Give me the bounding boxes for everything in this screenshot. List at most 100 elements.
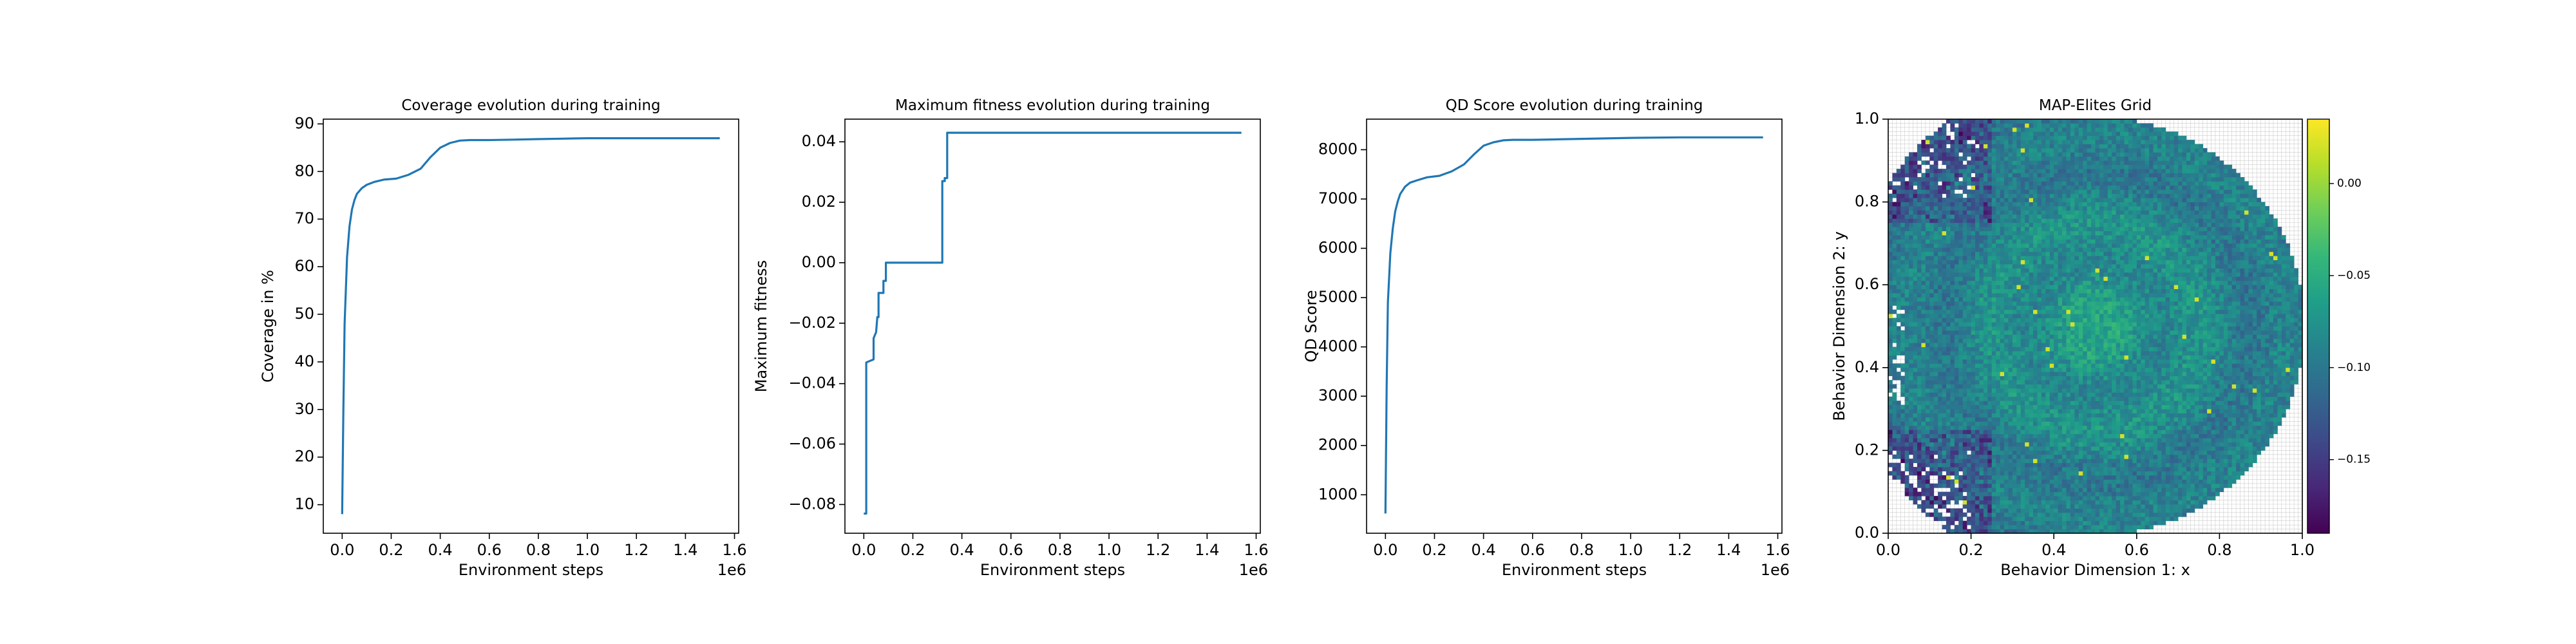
- heatmap-cell: [2269, 417, 2274, 422]
- heatmap-cell: [2020, 520, 2025, 526]
- heatmap-cell: [1904, 401, 1909, 406]
- heatmap-cell: [2190, 491, 2195, 497]
- heatmap-cell: [2000, 413, 2005, 418]
- heatmap-cell: [2062, 450, 2067, 455]
- heatmap-cell: [1967, 438, 1971, 442]
- heatmap-cell: [2016, 488, 2022, 493]
- heatmap-cell: [2215, 417, 2220, 422]
- heatmap-cell: [1979, 529, 1984, 534]
- heatmap-cell: [2199, 355, 2204, 360]
- heatmap-cell: [2165, 334, 2170, 339]
- heatmap-cell: [2174, 401, 2179, 406]
- heatmap-cell: [2265, 396, 2269, 401]
- heatmap-cell: [1917, 388, 1922, 393]
- heatmap-cell: [1921, 430, 1926, 435]
- heatmap-cell: [1900, 330, 1906, 335]
- heatmap-cell: [1917, 359, 1922, 364]
- heatmap-cell: [2281, 380, 2286, 384]
- heatmap-cell: [2000, 417, 2005, 422]
- heatmap-cell: [2070, 355, 2075, 360]
- heatmap-cell: [1888, 396, 1893, 401]
- heatmap-cell: [2128, 417, 2133, 422]
- heatmap-cell: [1921, 508, 1926, 513]
- heatmap-cell: [1975, 409, 1980, 413]
- heatmap-cell: [2008, 471, 2013, 476]
- heatmap-cell: [1904, 433, 1909, 439]
- heatmap-cell: [1967, 417, 1971, 422]
- heatmap-cell: [1946, 479, 1951, 484]
- heatmap-cell: [1954, 334, 1959, 339]
- heatmap-cell: [2124, 375, 2129, 381]
- heatmap-cell: [2145, 317, 2150, 323]
- heatmap-cell: [2257, 438, 2262, 442]
- heatmap-cell: [1971, 454, 1976, 459]
- heatmap-cell: [1962, 413, 1967, 418]
- heatmap-cell: [2174, 491, 2179, 497]
- heatmap-cell: [2037, 351, 2042, 355]
- heatmap-cell: [2174, 433, 2179, 439]
- heatmap-cell: [2099, 471, 2104, 476]
- heatmap-cell: [2000, 375, 2005, 381]
- heatmap-cell: [2161, 404, 2166, 410]
- heatmap-cell: [2045, 483, 2050, 488]
- heatmap-cell: [2136, 496, 2141, 500]
- heatmap-cell: [2045, 413, 2050, 418]
- heatmap-cell: [2132, 529, 2137, 534]
- heatmap-cell: [1925, 442, 1930, 447]
- heatmap-cell: [2132, 392, 2137, 397]
- x-tick-label: 0.6: [477, 541, 502, 559]
- heatmap-cell: [2058, 433, 2063, 439]
- heatmap-cell: [2236, 396, 2240, 401]
- heatmap-cell: [2277, 355, 2282, 360]
- heatmap-cell: [2066, 314, 2071, 319]
- heatmap-cell: [2145, 425, 2150, 430]
- heatmap-cell: [1967, 433, 1971, 439]
- heatmap-cell: [2128, 529, 2133, 534]
- heatmap-cell: [2178, 462, 2183, 468]
- heatmap-cell: [2269, 433, 2274, 439]
- heatmap-cell: [2070, 512, 2075, 517]
- heatmap-cell: [2240, 388, 2245, 393]
- heatmap-cell: [2000, 483, 2005, 488]
- heatmap-cell: [2228, 421, 2233, 426]
- heatmap-cell: [2029, 392, 2034, 397]
- heatmap-cell: [2194, 479, 2199, 484]
- heatmap-cell: [2070, 322, 2075, 327]
- heatmap-cell: [2107, 384, 2112, 389]
- heatmap-cell: [2199, 351, 2204, 355]
- heatmap-cell: [1925, 346, 1930, 352]
- heatmap-cell: [2008, 351, 2013, 355]
- heatmap-cell: [2124, 471, 2129, 476]
- heatmap-cell: [2219, 317, 2224, 323]
- heatmap-cell: [2120, 433, 2125, 439]
- heatmap-cell: [2269, 334, 2274, 339]
- heatmap-cell: [2095, 351, 2100, 355]
- heatmap-cell: [2174, 516, 2179, 522]
- heatmap-cell: [2165, 355, 2170, 360]
- heatmap-cell: [2103, 483, 2108, 488]
- heatmap-cell: [2174, 438, 2179, 442]
- heatmap-cell: [2008, 372, 2013, 377]
- heatmap-cell: [2045, 401, 2050, 406]
- heatmap-cell: [2025, 459, 2030, 464]
- heatmap-cell: [1958, 467, 1964, 471]
- heatmap-cell: [2165, 384, 2170, 389]
- heatmap-cell: [2095, 317, 2100, 323]
- heatmap-cell: [2095, 433, 2100, 439]
- heatmap-cell: [2277, 305, 2282, 310]
- heatmap-cell: [1954, 372, 1959, 377]
- heatmap-cell: [2248, 454, 2253, 459]
- heatmap-cell: [2149, 430, 2154, 435]
- heatmap-cell: [2190, 401, 2195, 406]
- heatmap-cell: [2095, 367, 2100, 372]
- heatmap-cell: [1942, 388, 1947, 393]
- heatmap-cell: [2277, 372, 2282, 377]
- heatmap-cell: [2004, 425, 2009, 430]
- heatmap-cell: [1904, 450, 1909, 455]
- heatmap-cell: [2029, 301, 2034, 306]
- heatmap-cell: [2153, 351, 2158, 355]
- heatmap-cell: [2257, 417, 2262, 422]
- heatmap-cell: [2260, 446, 2266, 451]
- heatmap-cell: [1979, 384, 1984, 389]
- heatmap-cell: [2132, 322, 2137, 327]
